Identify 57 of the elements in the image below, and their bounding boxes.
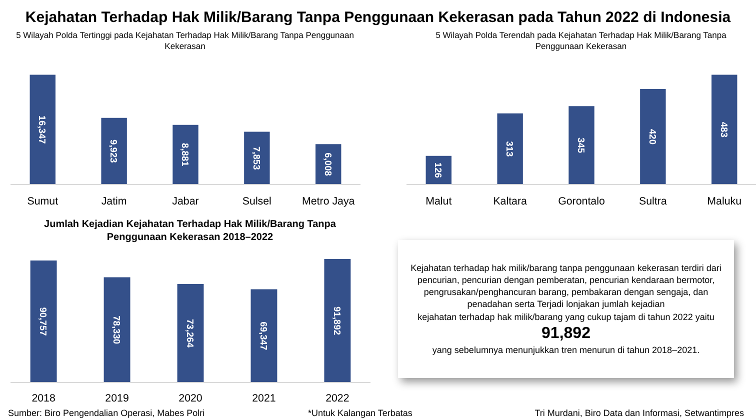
x-tick-label: Jabar (172, 196, 200, 208)
bar (497, 113, 523, 184)
x-tick-label: Maluku (707, 196, 742, 208)
bar (324, 258, 351, 382)
x-tick-label: Kaltara (493, 196, 528, 208)
bar (30, 74, 56, 184)
data-label: 16,347 (37, 115, 48, 144)
bar (244, 132, 270, 184)
x-tick-label: Sulsel (242, 196, 272, 208)
data-label: 78,330 (112, 316, 122, 344)
x-tick-label: Malut (426, 196, 452, 208)
bar (640, 89, 666, 184)
data-label: 7,853 (251, 146, 262, 170)
data-label: 313 (504, 141, 515, 157)
text: Tri Murdani, Biro Data dan Informasi, Setwantimpres (534, 407, 744, 420)
x-tick-label: Gorontalo (558, 196, 605, 208)
x-tick-label: 2018 (32, 392, 56, 404)
bar (568, 106, 594, 184)
text: Kejahatan Terhadap Hak Milik/Barang Tanpa Penggunaan Kekerasan pada Tahun 2022 di Indonesia (24, 8, 732, 28)
x-tick-label: 2019 (105, 392, 129, 404)
data-label: 8,881 (180, 143, 190, 166)
text: kejahatan terhadap hak milik/barang yang cukup tajam di tahun 2022 yaitu (416, 310, 716, 323)
data-label: 345 (576, 138, 586, 154)
x-tick-label: Metro Jaya (302, 196, 355, 208)
data-label: 6,008 (322, 152, 333, 176)
x-tick-label: Sultra (639, 196, 667, 208)
text: yang sebelumnya menunjukkan tren menurun di tahun 2018–2021. (431, 344, 701, 356)
data-label: 420 (647, 128, 658, 145)
bar (177, 284, 204, 382)
text: Kejahatan terhadap hak milik/barang tanpa penggunaan kekerasan terdiri dari (410, 262, 722, 274)
data-label: 483 (718, 122, 729, 138)
x-tick-label: Jatim (101, 196, 127, 208)
bar (101, 118, 127, 184)
x-tick-label: Sumut (27, 196, 58, 208)
x-tick-label: 2021 (252, 392, 276, 404)
text: penadahan serta Terjadi lonjakan jumlah kejadian (466, 298, 666, 311)
x-tick-label: 2022 (326, 392, 350, 404)
data-label: 91,892 (332, 306, 342, 335)
bar (30, 260, 57, 382)
bar (250, 289, 278, 382)
text: pencurian, pencurian dengan pemberatan, pencurian kendaraan bermotor, (416, 274, 716, 286)
text: 91,892 (540, 324, 592, 344)
x-tick-label: 2020 (178, 392, 202, 404)
bar (104, 277, 130, 382)
chart-title: 5 Wilayah Polda Tertinggi pada Kejahatan Terhadap Hak Milik/Barang Tanpa Penggunaan Kekerasan (15, 30, 355, 52)
chart-title: Jumlah Kejadian Kejahatan Terhadap Hak Milik/Barang Tanpa Penggunaan Kekerasan 2018–2022 (43, 218, 337, 244)
text: Sumber: Biro Pengendalian Operasi, Mabes Polri (8, 407, 206, 420)
text: *Untuk Kalangan Terbatas (308, 407, 414, 420)
data-label: 69,347 (258, 322, 268, 350)
bar (712, 74, 738, 184)
bar (172, 124, 198, 184)
data-label: 9,923 (108, 140, 119, 163)
chart-title: 5 Wilayah Polda Terendah pada Kejahatan Terhadap Hak Milik/Barang Tanpa Penggunaan Kekerasan (434, 30, 728, 52)
data-label: 73,264 (185, 318, 195, 348)
data-label: 126 (433, 162, 444, 178)
data-label: 90,757 (38, 307, 48, 336)
text: pengrusakan/penghancuran barang, pembakaran dengan sengaja, dan (422, 286, 710, 298)
